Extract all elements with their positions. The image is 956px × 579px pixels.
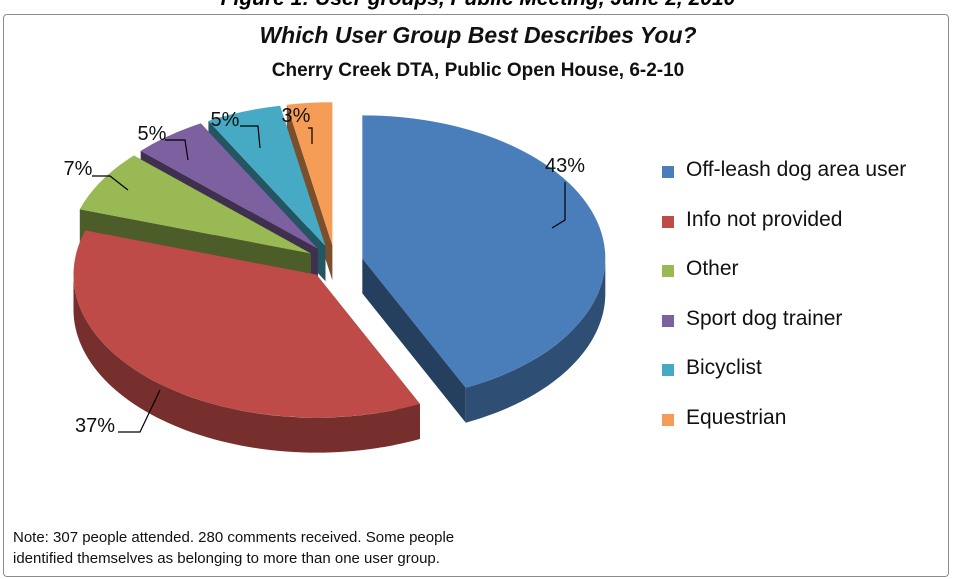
slice-outer-wall (465, 258, 606, 423)
slice-top-face (140, 123, 318, 249)
chart-subtitle: Cherry Creek DTA, Public Open House, 6-2… (271, 60, 685, 81)
legend-item-equestrian: Equestrian (662, 404, 952, 454)
leader-line (165, 139, 189, 161)
legend-swatch (662, 265, 674, 278)
legend-swatch (662, 413, 674, 426)
legend-swatch (662, 314, 674, 327)
data-label: 43% (545, 155, 585, 177)
data-label: 5% (211, 109, 240, 131)
chart-title: Which User Group Best Describes You? (259, 22, 697, 48)
legend-swatch (662, 364, 674, 377)
footnote-line: Note: 307 people attended. 280 comments … (13, 529, 455, 546)
leader-line (92, 175, 129, 191)
footnote-line: identified themselves as belonging to mo… (13, 550, 440, 567)
legend-label: Equestrian (686, 405, 787, 429)
slice-top-face (208, 105, 326, 247)
legend-label: Bicyclist (686, 356, 762, 380)
legend-label: Info not provided (686, 207, 843, 231)
pie-slice-info-not-provided (73, 230, 420, 453)
legend-item-off-leash: Off-leash dog area user (662, 156, 952, 206)
leader-line (308, 127, 313, 144)
leader-line (240, 125, 261, 149)
legend-swatch (662, 215, 674, 228)
slice-top-face (79, 155, 311, 254)
data-label: 3% (282, 105, 311, 127)
slice-outer-wall (73, 274, 420, 453)
data-label: 7% (64, 158, 93, 180)
chart-footnote: Note: 307 people attended. 280 comments … (13, 527, 633, 569)
legend-item-bicyclist: Bicyclist (662, 354, 952, 404)
pie-slice-off-leash (362, 115, 606, 423)
legend-item-other: Other (662, 255, 952, 305)
legend-item-sport-dog-trainer: Sport dog trainer (662, 305, 952, 355)
slice-top-face (73, 230, 420, 418)
chart-legend: Off-leash dog area user Info not provide… (662, 156, 952, 454)
slice-top-face (286, 102, 333, 246)
slice-top-face (362, 115, 606, 388)
page-caption: Figure 1: User groups, Public Meeting, J… (0, 0, 956, 14)
legend-item-info-not-provided: Info not provided (662, 206, 952, 256)
leader-line (551, 182, 566, 229)
leader-line (118, 389, 161, 433)
data-label: 5% (138, 123, 167, 145)
legend-label: Sport dog trainer (686, 306, 843, 330)
data-label: 37% (75, 415, 115, 437)
slice-side-face (362, 258, 466, 423)
legend-label: Other (686, 257, 739, 281)
legend-swatch (662, 166, 674, 178)
legend-label: Off-leash dog area user (686, 158, 907, 181)
